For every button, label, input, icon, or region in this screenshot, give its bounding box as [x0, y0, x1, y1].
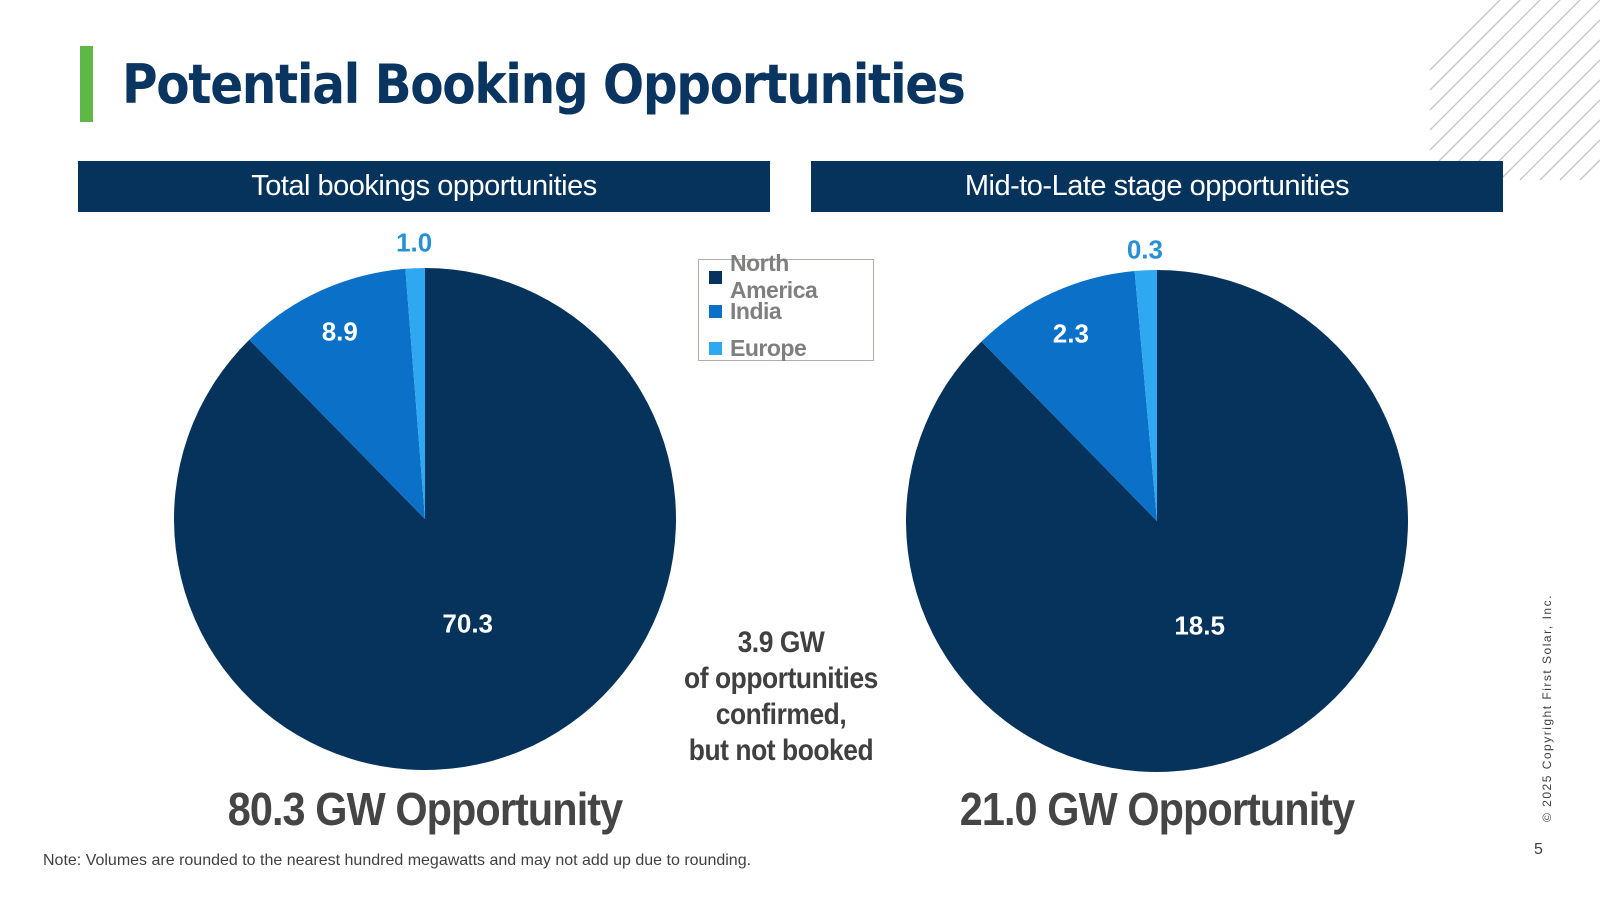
note-line: 3.9 GW: [737, 626, 825, 659]
note-line: confirmed,: [715, 698, 847, 731]
legend-label-india: India: [730, 297, 782, 324]
decorative-stripes: [1429, 0, 1600, 181]
pie-label-total-europe: 1.0: [396, 227, 433, 258]
title-accent-bar: [80, 46, 93, 122]
legend-label-north-america: North America: [730, 250, 818, 303]
pie-slice-midlate-india: [981, 271, 1157, 521]
legend-item-europe: Europe: [709, 333, 807, 363]
note-line: of opportunities: [684, 662, 878, 695]
rounding-footnote: Note: Volumes are rounded to the nearest…: [43, 852, 752, 869]
chart-legend: North America India Europe: [698, 250, 874, 363]
legend-swatch-india: [709, 304, 722, 318]
copyright-notice: © 2025 Copyright First Solar, Inc.: [1540, 594, 1554, 822]
legend-item-india: India: [709, 296, 782, 326]
legend-swatch-europe: [709, 341, 722, 355]
pie-slice-total-europe: [405, 268, 425, 519]
confirmed-not-booked-note: 3.9 GW of opportunities confirmed, but n…: [666, 625, 897, 769]
page-title: Potential Booking Opportunities: [122, 53, 966, 116]
total-opportunity-right: 21.0 GW Opportunity: [959, 783, 1356, 835]
legend-label-europe: Europe: [730, 334, 807, 361]
legend-swatch-north-america: [709, 270, 722, 284]
total-opportunity-left: 80.3 GW Opportunity: [227, 783, 624, 835]
pie-label-midlate-europe: 0.3: [1126, 234, 1163, 265]
pie-label-midlate-north-america: 18.5: [1174, 610, 1225, 641]
page-number: 5: [1534, 841, 1543, 858]
chart-title-total-bookings: Total bookings opportunities: [78, 161, 770, 212]
pie-slice-total-india: [249, 268, 425, 519]
pie-label-midlate-india: 2.3: [1052, 318, 1089, 349]
legend-item-north-america: North America: [709, 250, 873, 303]
pie-label-total-india: 8.9: [321, 316, 358, 347]
pie-slice-midlate-europe: [1134, 270, 1157, 521]
note-line: but not booked: [688, 734, 874, 767]
pie-label-total-north-america: 70.3: [442, 608, 494, 639]
chart-title-mid-to-late: Mid-to-Late stage opportunities: [811, 161, 1503, 212]
